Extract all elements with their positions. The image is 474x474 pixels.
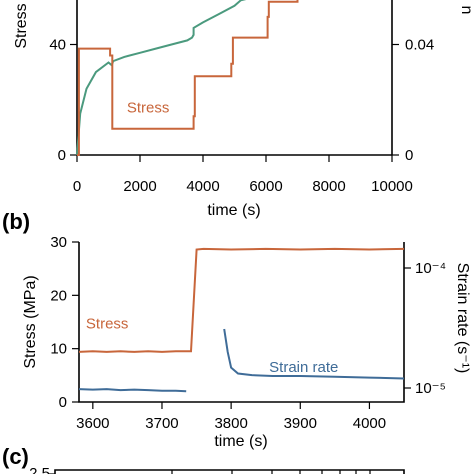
panel-b-annotations: Stress Strain rate [86,315,338,376]
panel-a-chart: Stress n time (s) 0 2000 4000 6000 8000 10000… [13,0,474,219]
panel-c-ticks: 2.5 [29,465,371,474]
panel-b-y2-axis-title: Strain rate (s⁻¹) [454,263,471,374]
panel-a-annotations: Stress [127,99,170,116]
panel-a-x-tick-label: 6000 [249,178,282,195]
panel-a-stress-line [77,0,299,156]
panel-a-series [76,0,299,156]
panel-c-frame-top [54,469,405,474]
panel-b-y-axis-title: Stress (MPa) [22,275,39,368]
panel-b-y2-tick-label: 10⁻⁵ [415,380,446,397]
panel-a-x-tick-label: 2000 [123,178,156,195]
panel-a-y-tick-label: 40 [49,37,66,54]
panel-a-y2-tick-label: 0 [405,147,413,164]
panel-b-ticks: 3600 3700 3800 3900 4000 0 10 20 30 10⁻⁵ 10⁻⁴ [50,234,446,432]
panel-a-ticks: 0 2000 4000 6000 8000 10000 0 40 0 0.04 [49,37,434,196]
panel-b-y-tick-label: 30 [50,234,67,251]
panel-a-x-tick-label: 4000 [186,178,219,195]
panel-b-y2-tick-label: 10⁻⁴ [415,260,446,277]
panel-b-y-tick-label: 0 [59,394,67,411]
panel-c-chart: 2.5 [29,465,405,474]
panel-b-strain-rate-label: Strain rate [269,359,338,376]
panel-b-stress-line [78,247,405,353]
panel-a-stress-label: Stress [127,99,170,116]
panel-a-x-tick-label: 10000 [371,178,413,195]
panel-b-chart: Stress (MPa) Strain rate (s⁻¹) time (s) … [22,234,471,450]
panel-b-x-tick-label: 4000 [353,415,386,432]
panel-a-y-axis-title: Stress [13,3,30,48]
panel-c-y-tick-label: 2.5 [29,465,50,474]
panel-b-x-tick-label: 3600 [76,415,109,432]
panel-b-x-axis-title: time (s) [214,433,267,450]
panel-b-strain-rate-line [78,388,187,393]
panel-a-strain-line [76,0,247,156]
panel-b-series [78,247,405,393]
panel-b-strain-rate-line [223,328,405,380]
panel-a-y2-tick-label: 0.04 [405,37,434,54]
panel-a-x-axis-title: time (s) [207,202,260,219]
panel-b-y-tick-label: 20 [50,287,67,304]
panel-b-x-tick-label: 3700 [145,415,178,432]
panel-b-y-tick-label: 10 [50,341,67,358]
panel-b-label: (b) [2,209,30,234]
panel-a-y2-axis-title: n [458,6,474,15]
panel-c-label: (c) [2,444,29,469]
panel-b-x-tick-label: 3900 [284,415,317,432]
panel-b-x-tick-label: 3800 [214,415,247,432]
panel-b-stress-label: Stress [86,315,129,332]
panel-b-frame [78,242,405,403]
panel-a-x-tick-label: 0 [73,178,81,195]
panel-a-x-tick-label: 8000 [312,178,345,195]
panel-a-y-tick-label: 0 [58,147,66,164]
